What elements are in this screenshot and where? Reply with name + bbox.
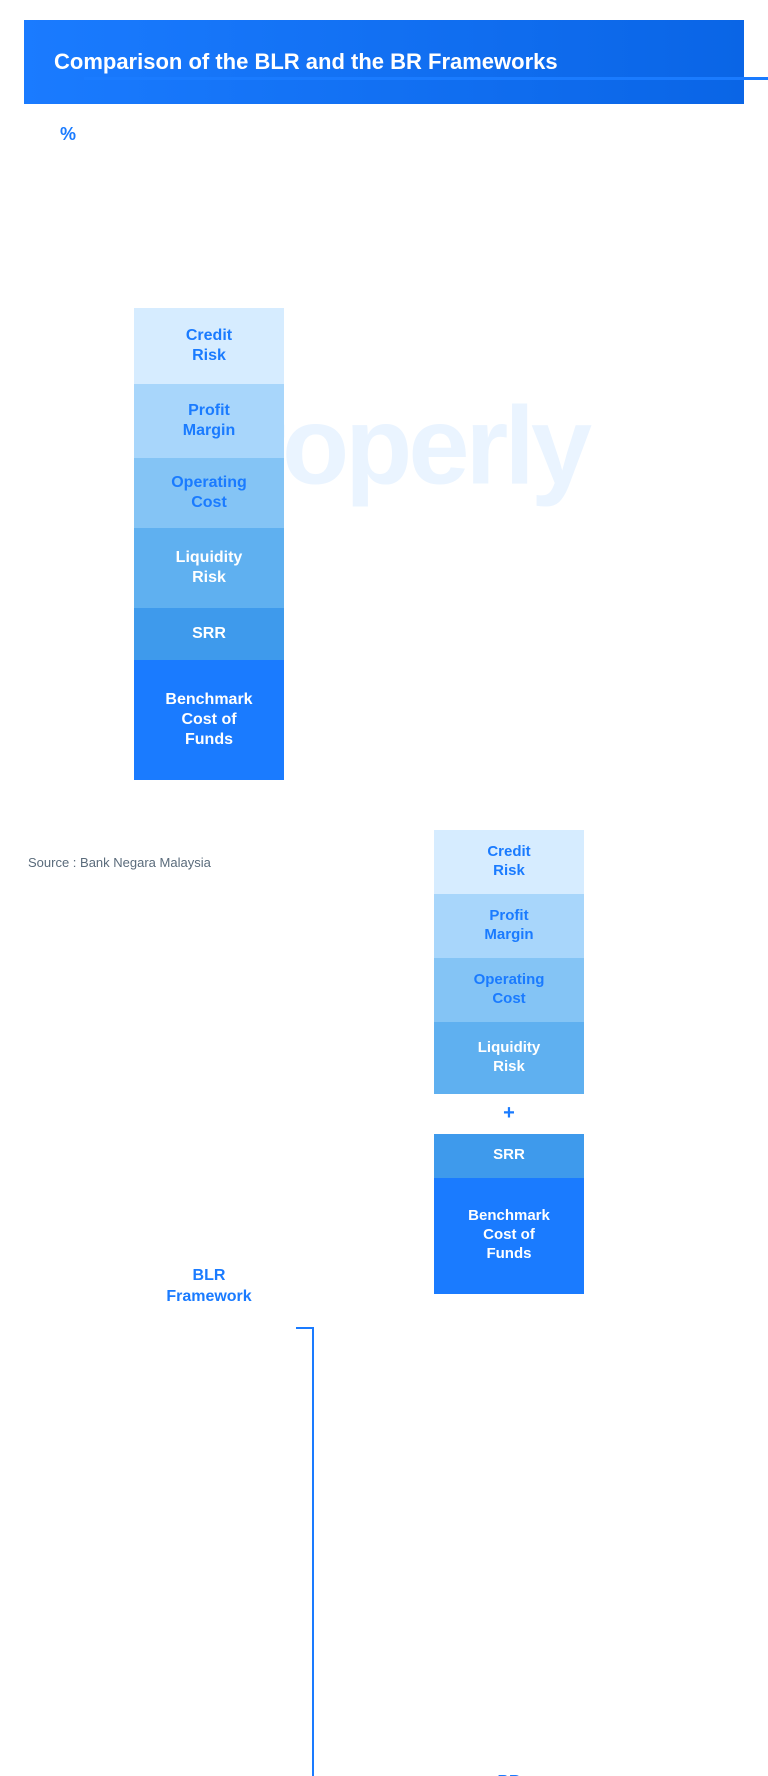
blr-x-label: BLRFramework <box>124 1266 294 1308</box>
plus-icon: + <box>503 1102 515 1125</box>
chart-area: properly % CreditRiskProfitMarginOperati… <box>24 124 744 824</box>
br-column: CreditRiskProfitMarginOperatingCostLiqui… <box>434 830 584 1294</box>
stack-segment: LiquidityRisk <box>134 528 284 608</box>
stack-segment: CreditRisk <box>134 308 284 384</box>
stack-segment: CreditRisk <box>434 830 584 894</box>
stack-segment: SRR <box>134 608 284 660</box>
x-axis <box>84 77 768 80</box>
stack-segment: ProfitMargin <box>134 384 284 458</box>
page-title: Comparison of the BLR and the BR Framewo… <box>54 49 558 75</box>
stack-segment: LiquidityRisk <box>434 1022 584 1094</box>
bracket <box>296 1327 314 1776</box>
column-gap: + <box>434 1094 584 1134</box>
stack-segment: ProfitMargin <box>434 894 584 958</box>
blr-column: CreditRiskProfitMarginOperatingCostLiqui… <box>134 308 284 780</box>
stack-segment: BenchmarkCost ofFunds <box>434 1178 584 1294</box>
stack-segment: SRR <box>434 1134 584 1178</box>
br-x-label: BRFramework <box>424 1772 594 1776</box>
y-axis-label: % <box>60 124 768 145</box>
stack-segment: OperatingCost <box>134 458 284 528</box>
stack-segment: BenchmarkCost ofFunds <box>134 660 284 780</box>
source-text: Source : Bank Negara Malaysia <box>28 855 211 870</box>
title-bar: Comparison of the BLR and the BR Framewo… <box>24 20 744 104</box>
stack-segment: OperatingCost <box>434 958 584 1022</box>
